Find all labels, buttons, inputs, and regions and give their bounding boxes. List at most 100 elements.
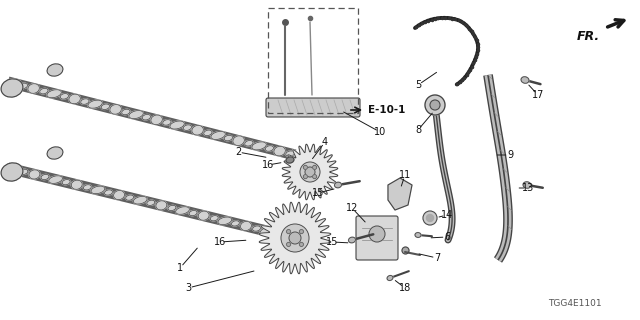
Circle shape xyxy=(300,243,303,246)
Ellipse shape xyxy=(218,217,232,225)
Ellipse shape xyxy=(20,169,28,174)
Ellipse shape xyxy=(151,115,163,124)
Ellipse shape xyxy=(91,186,105,194)
Ellipse shape xyxy=(252,142,266,150)
Ellipse shape xyxy=(1,79,23,97)
Text: 10: 10 xyxy=(374,127,386,137)
Ellipse shape xyxy=(69,94,81,104)
Circle shape xyxy=(300,162,320,182)
Circle shape xyxy=(369,226,385,242)
Ellipse shape xyxy=(204,130,212,136)
Ellipse shape xyxy=(81,99,89,104)
Ellipse shape xyxy=(19,83,28,89)
Ellipse shape xyxy=(175,207,189,214)
Ellipse shape xyxy=(415,233,421,237)
Ellipse shape xyxy=(274,231,282,236)
Ellipse shape xyxy=(253,226,260,231)
Ellipse shape xyxy=(114,190,125,200)
Ellipse shape xyxy=(241,221,252,230)
Text: 5: 5 xyxy=(415,80,421,90)
Text: 13: 13 xyxy=(522,183,534,193)
Ellipse shape xyxy=(183,125,191,130)
Ellipse shape xyxy=(60,93,68,99)
Text: 12: 12 xyxy=(346,203,358,213)
Text: 1: 1 xyxy=(177,263,183,273)
Circle shape xyxy=(425,95,445,115)
Polygon shape xyxy=(259,202,331,274)
Ellipse shape xyxy=(142,115,150,120)
Ellipse shape xyxy=(274,146,285,156)
Text: E-10-1: E-10-1 xyxy=(368,105,405,115)
Ellipse shape xyxy=(521,77,529,83)
Ellipse shape xyxy=(110,105,122,114)
Text: 2: 2 xyxy=(235,147,241,157)
Ellipse shape xyxy=(170,121,184,129)
Circle shape xyxy=(289,232,301,244)
Circle shape xyxy=(303,175,307,179)
Text: 14: 14 xyxy=(441,210,453,220)
Ellipse shape xyxy=(387,276,393,280)
Ellipse shape xyxy=(224,135,232,141)
Text: 17: 17 xyxy=(532,90,544,100)
Ellipse shape xyxy=(104,190,113,195)
Ellipse shape xyxy=(28,84,39,93)
Circle shape xyxy=(430,100,440,110)
Circle shape xyxy=(281,224,309,252)
Ellipse shape xyxy=(147,200,155,205)
Ellipse shape xyxy=(286,157,294,163)
Ellipse shape xyxy=(125,195,134,200)
Text: 3: 3 xyxy=(185,283,191,293)
Circle shape xyxy=(300,229,303,234)
FancyBboxPatch shape xyxy=(266,98,360,117)
Text: 16: 16 xyxy=(214,237,226,247)
Ellipse shape xyxy=(29,170,40,179)
Ellipse shape xyxy=(168,205,176,211)
Ellipse shape xyxy=(523,182,531,188)
Ellipse shape xyxy=(211,216,218,221)
Ellipse shape xyxy=(6,79,20,87)
Ellipse shape xyxy=(349,237,355,243)
Circle shape xyxy=(423,211,437,225)
Ellipse shape xyxy=(122,109,130,115)
Text: 11: 11 xyxy=(399,170,411,180)
Circle shape xyxy=(287,229,291,234)
Circle shape xyxy=(305,167,315,177)
Polygon shape xyxy=(388,178,412,210)
Ellipse shape xyxy=(47,90,61,98)
Bar xyxy=(268,8,358,113)
Ellipse shape xyxy=(260,227,274,235)
Ellipse shape xyxy=(198,211,209,220)
Ellipse shape xyxy=(83,185,92,190)
Text: 6: 6 xyxy=(444,232,450,242)
Circle shape xyxy=(287,243,291,246)
Circle shape xyxy=(303,165,307,169)
Text: FR.: FR. xyxy=(577,30,600,43)
Ellipse shape xyxy=(156,201,167,210)
Ellipse shape xyxy=(101,104,109,109)
Polygon shape xyxy=(282,144,338,200)
Ellipse shape xyxy=(285,151,294,156)
Ellipse shape xyxy=(163,120,171,125)
Ellipse shape xyxy=(6,165,20,173)
Ellipse shape xyxy=(40,88,48,94)
Ellipse shape xyxy=(189,211,197,216)
Ellipse shape xyxy=(265,146,273,151)
Circle shape xyxy=(312,175,317,179)
Ellipse shape xyxy=(335,182,342,188)
Ellipse shape xyxy=(47,147,63,159)
Text: TGG4E1101: TGG4E1101 xyxy=(548,299,602,308)
Text: 8: 8 xyxy=(415,125,421,135)
Text: 4: 4 xyxy=(322,137,328,147)
Text: 15: 15 xyxy=(326,237,338,247)
Circle shape xyxy=(312,165,317,169)
Ellipse shape xyxy=(233,136,244,146)
Ellipse shape xyxy=(133,196,147,204)
Text: 15: 15 xyxy=(312,188,324,198)
Text: 18: 18 xyxy=(399,283,411,293)
Text: 16: 16 xyxy=(262,160,274,170)
Ellipse shape xyxy=(49,176,63,183)
Ellipse shape xyxy=(62,180,70,185)
Ellipse shape xyxy=(211,132,225,140)
Ellipse shape xyxy=(244,140,253,146)
Ellipse shape xyxy=(88,100,102,108)
